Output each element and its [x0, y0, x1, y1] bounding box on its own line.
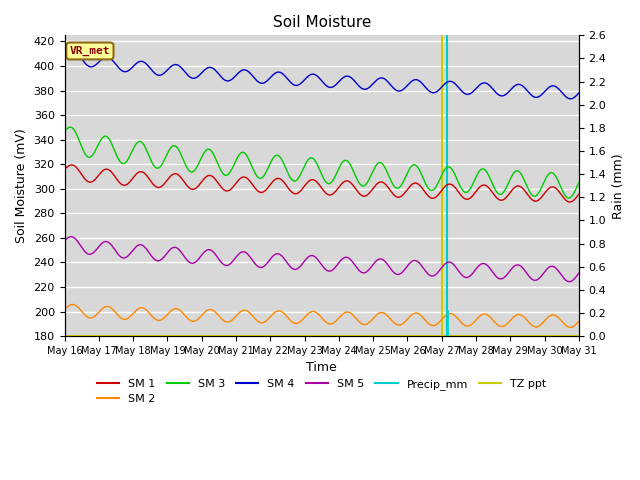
- SM 4: [61, 48, 68, 54]
- TZ ppt: [61, 333, 68, 339]
- SM 2: [61, 306, 68, 312]
- SM 5: [299, 260, 307, 266]
- SM 1: [101, 167, 109, 172]
- SM 1: [299, 185, 307, 191]
- SM 1: [68, 162, 76, 168]
- SM 1: [61, 166, 68, 171]
- SM 3: [290, 178, 298, 184]
- SM 5: [565, 279, 573, 285]
- SM 2: [122, 316, 129, 322]
- SM 4: [575, 90, 582, 96]
- SM 3: [354, 177, 362, 183]
- SM 2: [290, 320, 298, 326]
- SM 5: [61, 237, 68, 243]
- Text: VR_met: VR_met: [70, 46, 110, 56]
- SM 1: [354, 189, 362, 194]
- SM 2: [299, 316, 307, 322]
- SM 2: [101, 304, 109, 310]
- SM 5: [122, 255, 129, 261]
- SM 1: [290, 191, 298, 196]
- SM 3: [575, 180, 582, 186]
- Precip_mm: [443, 333, 451, 339]
- SM 1: [566, 199, 574, 205]
- Line: SM 4: SM 4: [65, 50, 579, 99]
- SM 2: [354, 317, 362, 323]
- SM 5: [101, 239, 109, 244]
- SM 5: [575, 270, 582, 276]
- TZ ppt: [122, 333, 129, 339]
- SM 4: [299, 79, 307, 84]
- Line: SM 1: SM 1: [65, 165, 579, 202]
- SM 2: [69, 301, 77, 307]
- SM 3: [101, 133, 109, 139]
- SM 4: [567, 96, 575, 102]
- SM 5: [279, 254, 287, 260]
- Precip_mm: [443, 308, 451, 313]
- SM 4: [101, 55, 109, 60]
- SM 4: [354, 82, 362, 87]
- TZ ppt: [279, 333, 287, 339]
- SM 3: [299, 167, 307, 172]
- TZ ppt: [575, 333, 582, 339]
- Line: SM 5: SM 5: [65, 237, 579, 282]
- SM 4: [122, 69, 129, 74]
- SM 4: [279, 71, 287, 77]
- Line: SM 2: SM 2: [65, 304, 579, 327]
- TZ ppt: [299, 333, 307, 339]
- SM 2: [566, 324, 574, 330]
- SM 3: [279, 159, 287, 165]
- SM 3: [565, 195, 573, 201]
- SM 2: [279, 310, 287, 315]
- SM 2: [575, 318, 582, 324]
- TZ ppt: [289, 333, 297, 339]
- Legend: SM 1, SM 2, SM 3, SM 4, SM 5, Precip_mm, TZ ppt: SM 1, SM 2, SM 3, SM 4, SM 5, Precip_mm,…: [93, 374, 550, 408]
- Y-axis label: Soil Moisture (mV): Soil Moisture (mV): [15, 128, 28, 243]
- SM 4: [68, 48, 76, 53]
- Title: Soil Moisture: Soil Moisture: [273, 15, 371, 30]
- SM 1: [575, 192, 582, 197]
- SM 3: [61, 127, 68, 133]
- Line: SM 3: SM 3: [65, 127, 579, 198]
- SM 3: [67, 124, 74, 130]
- SM 5: [354, 266, 362, 272]
- SM 5: [67, 234, 75, 240]
- SM 5: [290, 266, 298, 272]
- SM 4: [290, 82, 298, 88]
- TZ ppt: [100, 333, 108, 339]
- X-axis label: Time: Time: [307, 361, 337, 374]
- SM 1: [122, 182, 129, 188]
- TZ ppt: [353, 333, 361, 339]
- SM 3: [122, 160, 129, 166]
- SM 1: [279, 179, 287, 184]
- Y-axis label: Rain (mm): Rain (mm): [612, 153, 625, 218]
